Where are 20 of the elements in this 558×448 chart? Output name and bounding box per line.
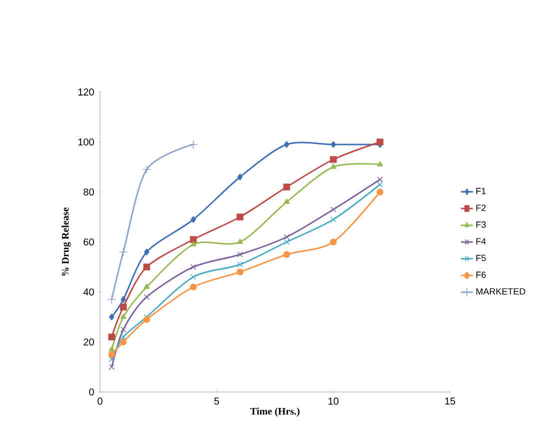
legend-label: F2	[476, 204, 486, 211]
x-tick-label: 10	[328, 398, 339, 405]
legend-label: F3	[476, 221, 486, 228]
y-axis-title: % Drug Release	[62, 208, 71, 276]
legend-label: F4	[476, 238, 486, 244]
legend-label: F5	[476, 254, 486, 262]
y-tick-label: 40	[83, 288, 94, 296]
y-tick-label: 20	[84, 338, 94, 346]
x-tick-label: 0	[98, 398, 102, 405]
x-axis-title: Time (Hrs.)	[250, 408, 300, 417]
x-tick-label: 5	[214, 398, 220, 405]
legend-label: F1	[476, 188, 486, 194]
legend-label: F6	[476, 272, 486, 278]
y-tick-label: 120	[78, 88, 94, 96]
legend-label: MARKETED	[476, 288, 526, 295]
y-tick-label: 100	[78, 138, 94, 146]
y-tick-label: 0	[89, 388, 94, 396]
y-tick-label: 80	[84, 188, 94, 196]
y-tick-label: 60	[84, 238, 94, 246]
x-tick-label: 15	[445, 398, 456, 405]
